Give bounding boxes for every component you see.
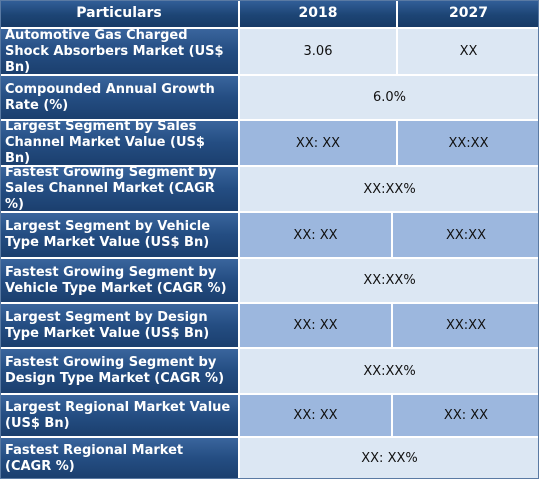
value-merged: 6.0% <box>240 76 539 119</box>
header-particulars: Particulars <box>0 0 238 27</box>
value-2027: XX:XX <box>393 213 539 257</box>
row-label: Largest Regional Market Value (US$ Bn) <box>0 395 238 436</box>
row-label: Fastest Growing Segment by Vehicle Type … <box>0 259 238 302</box>
row-label: Fastest Growing Segment by Design Type M… <box>0 349 238 393</box>
value-2027: XX: XX <box>393 395 539 436</box>
value-2018: XX: XX <box>240 213 391 257</box>
row-label: Automotive Gas Charged Shock Absorbers M… <box>0 28 238 75</box>
value-merged: XX:XX% <box>240 167 539 211</box>
value-2018: XX: XX <box>240 304 391 347</box>
value-merged: XX: XX% <box>240 438 539 479</box>
value-2018: 3.06 <box>240 29 396 74</box>
value-merged: XX:XX% <box>240 259 539 302</box>
value-2027: XX:XX <box>393 304 539 347</box>
value-2027: XX <box>398 29 539 74</box>
value-2027: XX:XX <box>398 121 539 165</box>
value-2018: XX: XX <box>240 121 396 165</box>
row-label: Largest Segment by Sales Channel Market … <box>0 119 238 166</box>
value-2018: XX: XX <box>240 395 391 436</box>
row-label: Largest Segment by Design Type Market Va… <box>0 304 238 347</box>
row-label: Fastest Growing Segment by Sales Channel… <box>0 165 238 212</box>
row-label: Fastest Regional Market (CAGR %) <box>0 438 238 479</box>
header-2018: 2018 <box>240 0 396 27</box>
row-label: Largest Segment by Vehicle Type Market V… <box>0 213 238 257</box>
header-2027: 2027 <box>398 0 539 27</box>
row-label: Compounded Annual Growth Rate (%) <box>0 76 238 119</box>
value-merged: XX:XX% <box>240 349 539 393</box>
